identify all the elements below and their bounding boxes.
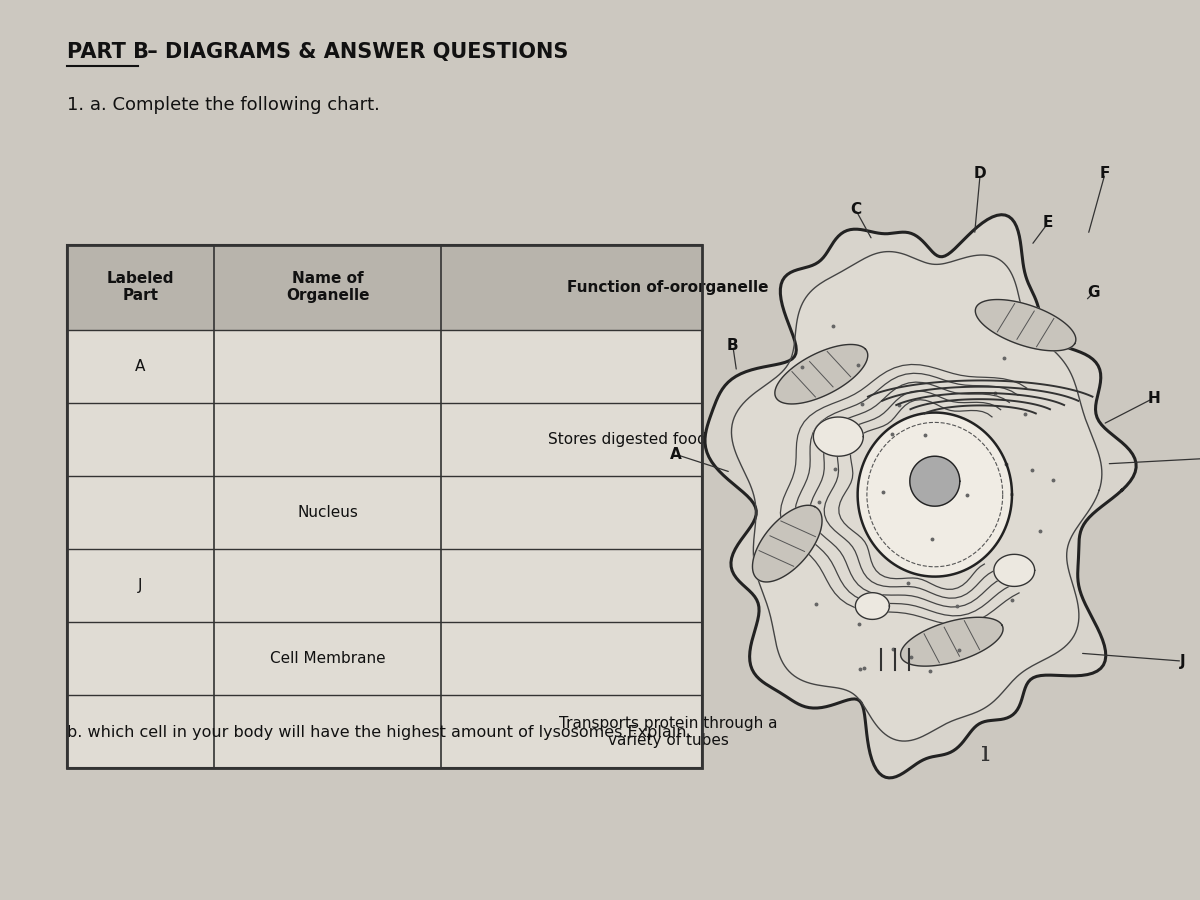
Polygon shape [814, 417, 863, 456]
Text: – DIAGRAMS & ANSWER QUESTIONS: – DIAGRAMS & ANSWER QUESTIONS [140, 42, 569, 62]
Bar [66, 245, 702, 769]
Text: 1. a. Complete the following chart.: 1. a. Complete the following chart. [66, 95, 379, 113]
Text: A: A [670, 447, 682, 462]
Text: E: E [1043, 215, 1054, 230]
Polygon shape [910, 456, 960, 506]
Text: A: A [136, 359, 145, 374]
Polygon shape [752, 505, 822, 582]
Polygon shape [775, 345, 868, 404]
Polygon shape [706, 215, 1136, 778]
Bar [66, 245, 702, 769]
Polygon shape [732, 252, 1102, 741]
Text: Function of­ororganelle: Function of­ororganelle [568, 280, 769, 295]
Text: J: J [138, 578, 143, 593]
Polygon shape [901, 617, 1003, 666]
Polygon shape [856, 593, 889, 619]
Text: B: B [727, 338, 738, 353]
Polygon shape [994, 554, 1034, 587]
Text: G: G [1087, 285, 1099, 301]
Text: C: C [850, 202, 860, 217]
Polygon shape [858, 412, 1012, 577]
Text: Labeled
Part: Labeled Part [107, 271, 174, 303]
Text: ı: ı [982, 740, 990, 767]
Text: b. which cell in your body will have the highest amount of lysosomes.Explain.: b. which cell in your body will have the… [66, 724, 691, 740]
Text: Cell Membrane: Cell Membrane [270, 651, 385, 666]
Text: Nucleus: Nucleus [298, 505, 358, 520]
Text: J: J [1180, 653, 1186, 669]
Text: Name of
Organelle: Name of Organelle [286, 271, 370, 303]
Text: F: F [1100, 166, 1110, 181]
Polygon shape [976, 300, 1076, 351]
Text: PART B: PART B [66, 42, 149, 62]
Text: H: H [1147, 391, 1160, 406]
Text: Stores digested food and water: Stores digested food and water [547, 432, 788, 446]
Text: Transports protein through a
variety of tubes: Transports protein through a variety of … [559, 716, 778, 748]
Text: D: D [974, 166, 986, 181]
Bar [66, 245, 702, 329]
